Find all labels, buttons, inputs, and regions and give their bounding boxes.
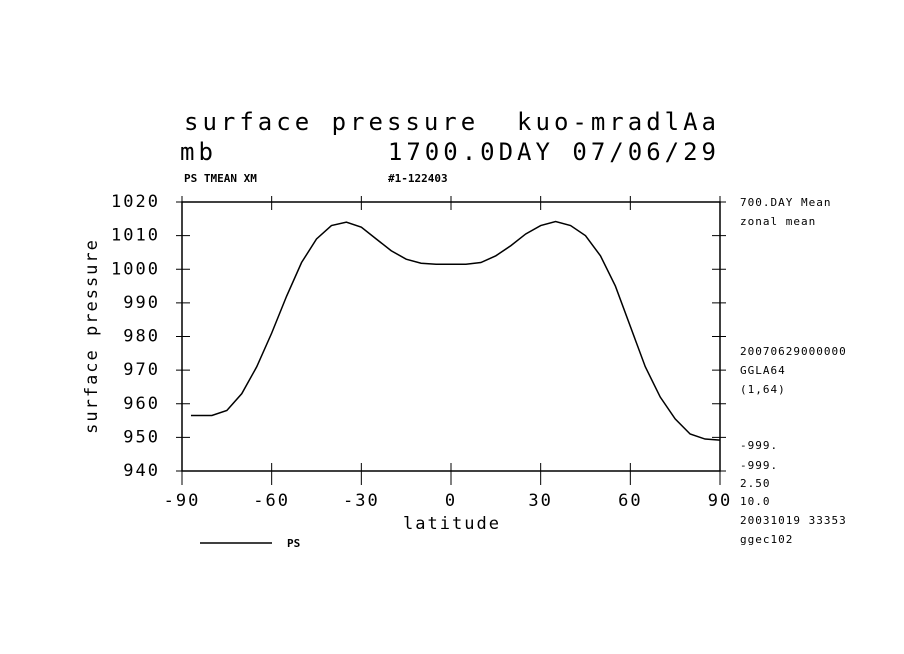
y-tick-label: 980 [123, 327, 160, 347]
annotation: 2.50 [740, 477, 771, 490]
y-tick-label: 970 [123, 360, 160, 380]
annotation: zonal mean [740, 215, 816, 228]
time: 1700.0DAY 07/06/29 [388, 138, 720, 166]
x-tick-label: 90 [708, 491, 732, 511]
legend-label: PS [287, 537, 300, 550]
variable-info: PS TMEAN XM [184, 172, 257, 185]
annotation: 700.DAY Mean [740, 196, 831, 209]
y-tick-label: 1020 [111, 192, 160, 212]
annotation: ggec102 [740, 533, 793, 546]
x-tick-label: -60 [253, 491, 290, 511]
annotation: GGLA64 [740, 364, 786, 377]
annotation: -999. [740, 459, 778, 472]
y-tick-label: 950 [123, 427, 160, 447]
x-tick-label: -30 [343, 491, 380, 511]
annotation: 20070629000000 [740, 345, 847, 358]
annotation: (1,64) [740, 383, 786, 396]
run-id: #1-122403 [388, 172, 448, 185]
y-tick-label: 960 [123, 394, 160, 414]
y-axis-label: surface pressure [82, 238, 102, 434]
x-tick-label: 0 [445, 491, 457, 511]
y-tick-label: 940 [123, 461, 160, 481]
x-tick-label: 30 [528, 491, 552, 511]
annotation: 20031019 33353 [740, 514, 847, 527]
x-axis-label: latitude [403, 514, 501, 534]
data-line [190, 220, 721, 441]
y-tick-label: 1010 [111, 226, 160, 246]
y-tick-label: 990 [123, 293, 160, 313]
units: mb [180, 138, 217, 166]
x-tick-label: -90 [164, 491, 201, 511]
annotation: -999. [740, 439, 778, 452]
y-tick-label: 1000 [111, 259, 160, 279]
annotation: 10.0 [740, 495, 771, 508]
x-tick-label: 60 [618, 491, 642, 511]
experiment: kuo-mradlAa [517, 108, 720, 136]
chart-title: surface pressure [184, 108, 479, 136]
